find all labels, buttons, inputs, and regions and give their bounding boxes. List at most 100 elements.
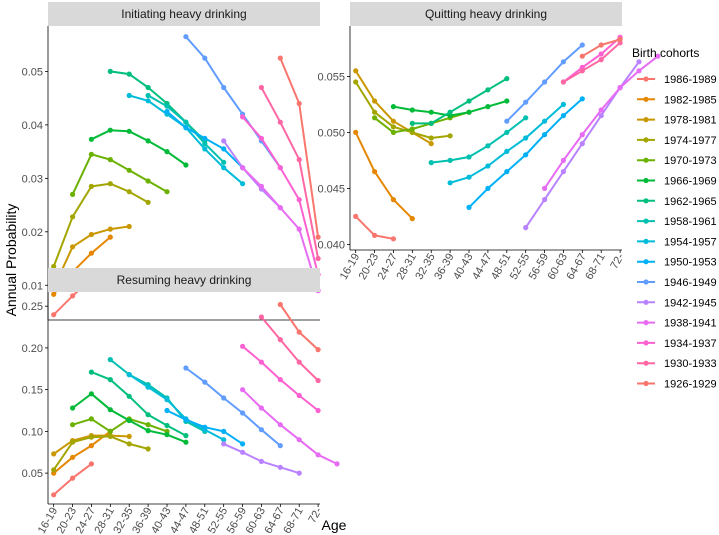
data-point [636, 68, 642, 74]
data-point [428, 109, 434, 115]
x-axis: 16-1920-2324-2728-3132-3536-3940-4344-47… [36, 504, 325, 535]
data-point [504, 148, 510, 154]
data-point [88, 369, 94, 375]
data-point [145, 428, 151, 434]
series-line [109, 358, 206, 433]
data-point [221, 146, 227, 152]
legend-key-point [643, 299, 649, 305]
data-point [126, 417, 132, 424]
data-point [258, 427, 264, 433]
data-point [164, 432, 170, 438]
data-point [296, 157, 302, 163]
data-point [277, 422, 283, 428]
data-point [107, 226, 113, 232]
data-point [296, 437, 302, 443]
data-point [485, 143, 491, 149]
series-line [562, 42, 621, 83]
legend-label: 1962-1965 [664, 196, 717, 208]
data-point [353, 68, 359, 74]
data-point [258, 314, 264, 320]
data-point [655, 53, 661, 59]
data-point [183, 365, 189, 371]
data-point [164, 189, 170, 195]
data-point [277, 205, 283, 211]
legend-label: 1958-1961 [664, 216, 717, 228]
data-point [126, 433, 132, 439]
data-point [409, 107, 415, 113]
data-point [240, 181, 246, 187]
data-point [277, 55, 283, 61]
data-point [107, 407, 113, 413]
data-point [390, 129, 396, 135]
legend-key-point [643, 76, 649, 82]
data-point [579, 132, 585, 138]
data-point [560, 169, 567, 175]
legend-key-point [643, 117, 649, 123]
legend-title: Birth cohorts [632, 46, 699, 60]
legend-label: 1966-1969 [664, 176, 717, 188]
data-point [428, 135, 434, 141]
data-point [353, 79, 359, 85]
data-point [51, 467, 57, 473]
legend-label: 1942-1945 [664, 297, 717, 309]
data-point [560, 59, 567, 65]
data-point [107, 377, 113, 383]
series-line [354, 131, 414, 220]
data-point [296, 197, 302, 203]
legend-label: 1946-1949 [664, 277, 717, 289]
panel-resuming: Resuming heavy drinking 0.05 0.10 0.15 0.20… [22, 268, 340, 535]
data-point [126, 393, 132, 399]
data-point [579, 68, 585, 74]
data-point [221, 437, 227, 443]
data-point [240, 449, 246, 455]
data-point [240, 114, 246, 120]
data-point [183, 433, 189, 439]
data-point [277, 301, 283, 308]
panel-title: Quitting heavy drinking [425, 7, 547, 21]
y-axis: 0.01 0.02 0.03 0.04 0.05 [22, 66, 48, 292]
legend-label: 1978-1981 [664, 115, 717, 127]
legend-key-point [643, 137, 649, 143]
data-point [447, 133, 453, 139]
data-point [542, 79, 548, 85]
legend-label: 1934-1937 [664, 338, 717, 350]
legend-key-point [643, 96, 649, 102]
legend-key-point [643, 279, 649, 285]
data-point [504, 118, 510, 124]
data-point [164, 397, 170, 403]
y-tick-label: 0.055 [317, 71, 345, 83]
data-point [277, 165, 283, 171]
data-point [315, 347, 321, 353]
data-point [579, 53, 585, 59]
data-point [598, 42, 604, 48]
legend-key-point [643, 320, 649, 326]
data-point [107, 68, 113, 74]
legend-key-point [643, 259, 649, 265]
data-point [202, 424, 208, 430]
series-line [260, 316, 319, 382]
data-point [70, 244, 76, 250]
data-point [390, 104, 396, 110]
data-point [202, 141, 208, 147]
y-tick-label: 0.05 [22, 468, 43, 480]
data-point [51, 312, 57, 318]
series-line [52, 435, 149, 471]
data-point [164, 149, 170, 155]
data-point [372, 115, 378, 121]
data-point [126, 189, 132, 195]
y-tick-label: 0.045 [317, 183, 345, 195]
series-line [71, 153, 168, 195]
series-line [373, 111, 470, 134]
y-tick-label: 0.040 [317, 239, 345, 251]
data-point [183, 34, 189, 40]
legend-label: 1926-1929 [664, 379, 717, 391]
data-point [51, 263, 57, 270]
legend-key-point [643, 157, 649, 163]
data-point [542, 185, 548, 191]
data-point [504, 98, 510, 104]
data-point [466, 109, 472, 115]
data-point [88, 151, 94, 157]
data-point [409, 126, 415, 132]
y-tick-label: 0.02 [22, 227, 43, 239]
data-point [88, 434, 94, 440]
